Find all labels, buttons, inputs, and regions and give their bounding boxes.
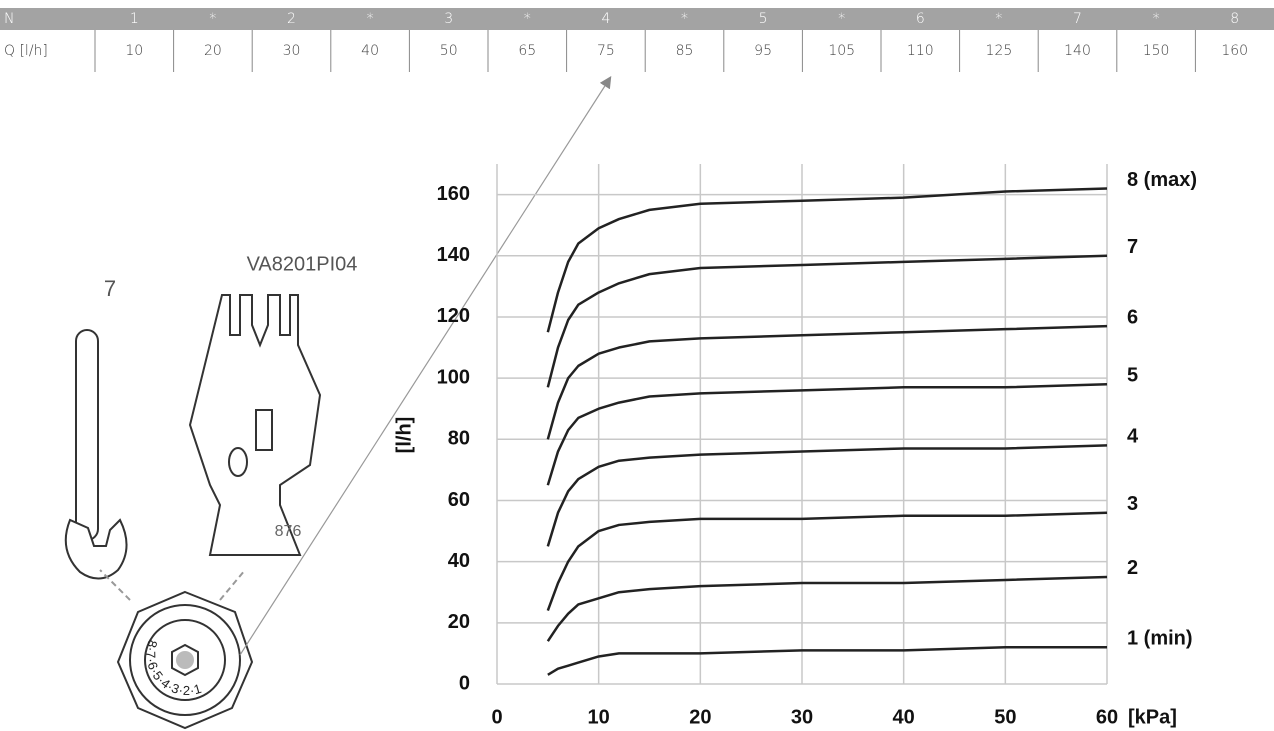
table-header-cell: * — [995, 11, 1002, 27]
page: 8·7·6·5·4·3·2·1 7 VA8201PI04 876 [l/h] [… — [0, 0, 1274, 731]
key — [190, 295, 320, 555]
table-header-cell: N — [4, 11, 14, 27]
series-label: 5 — [1127, 365, 1138, 387]
table-header-cell: 7 — [1073, 11, 1082, 27]
y-tick-label: 80 — [448, 428, 470, 450]
series-label: 8 (max) — [1127, 169, 1197, 191]
key-label: VA8201PI04 — [247, 253, 358, 275]
y-tick-label: 120 — [437, 305, 470, 327]
table-header-cell: 6 — [916, 11, 925, 27]
x-tick-label: 40 — [893, 706, 915, 728]
x-tick-label: 20 — [689, 706, 711, 728]
y-tick-label: 40 — [448, 550, 470, 572]
table-cell: 95 — [754, 43, 772, 59]
wrench — [66, 330, 127, 579]
table-cell: 50 — [440, 43, 458, 59]
series-line — [548, 326, 1107, 439]
table-header-cell: 1 — [130, 11, 139, 27]
series-label: 1 (min) — [1127, 628, 1193, 650]
table-header-cell: 5 — [759, 11, 768, 27]
table-header-cell: 4 — [601, 11, 610, 27]
x-tick-label: 50 — [994, 706, 1016, 728]
table-cell: 125 — [986, 43, 1013, 59]
table-cell: 140 — [1064, 43, 1091, 59]
table-cell: 105 — [828, 43, 855, 59]
table-header-cell: * — [681, 11, 688, 27]
table-cell: 20 — [204, 43, 222, 59]
y-axis-label: [l/h] — [393, 417, 415, 454]
key-digits: 876 — [275, 523, 302, 540]
table-cell: 30 — [283, 43, 301, 59]
series-label: 6 — [1127, 306, 1138, 328]
y-tick-label: 140 — [437, 244, 470, 266]
series-line — [548, 577, 1107, 641]
table-header-cell: 2 — [287, 11, 296, 27]
wrench-label: 7 — [104, 276, 116, 301]
table-cell: 75 — [597, 43, 615, 59]
y-tick-label: 60 — [448, 489, 470, 511]
table-header-cell: * — [838, 11, 845, 27]
table-header-cell: 3 — [444, 11, 453, 27]
series-label: 3 — [1127, 493, 1138, 515]
x-tick-label: 60 — [1096, 706, 1118, 728]
y-tick-label: 20 — [448, 611, 470, 633]
series-label: 2 — [1127, 557, 1138, 579]
series-label: 7 — [1127, 236, 1138, 258]
table-header-cell: 8 — [1230, 11, 1239, 27]
x-tick-label: 10 — [588, 706, 610, 728]
table-cell: 10 — [125, 43, 143, 59]
table-cell: 65 — [518, 43, 536, 59]
y-tick-label: 160 — [437, 183, 470, 205]
table-cell: 110 — [907, 43, 934, 59]
series-line — [548, 188, 1107, 332]
y-tick-label: 100 — [437, 366, 470, 388]
table-header-bg — [0, 8, 1274, 30]
series-label: 4 — [1127, 426, 1139, 448]
table-header-cell: * — [1153, 11, 1160, 27]
x-tick-label: 0 — [491, 706, 502, 728]
table-header-cell: * — [209, 11, 216, 27]
table-cell: 150 — [1143, 43, 1170, 59]
x-axis-label: [kPa] — [1128, 706, 1177, 728]
series-line — [548, 445, 1107, 546]
series-line — [548, 256, 1107, 388]
table-header-cell: * — [367, 11, 374, 27]
table-cell: Q [l/h] — [4, 43, 48, 59]
table-cell: 85 — [676, 43, 694, 59]
x-tick-label: 30 — [791, 706, 813, 728]
table-cell: 40 — [361, 43, 379, 59]
series-line — [548, 384, 1107, 485]
series-line — [548, 647, 1107, 675]
table-header-cell: * — [524, 11, 531, 27]
y-tick-label: 0 — [459, 672, 470, 694]
table-cell: 160 — [1221, 43, 1248, 59]
dial — [100, 570, 252, 728]
